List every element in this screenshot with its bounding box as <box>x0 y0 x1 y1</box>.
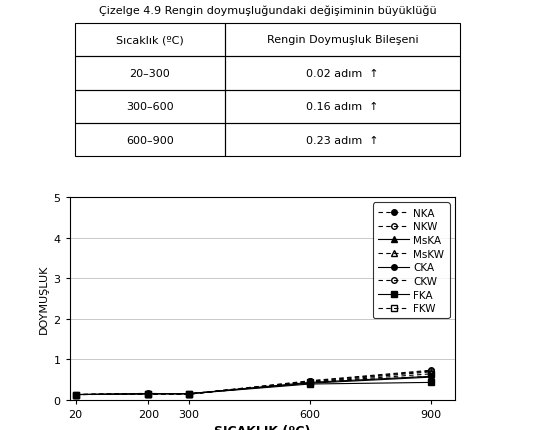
NKA <box>427 374 434 379</box>
NKW <box>185 392 192 397</box>
Text: 0.16 adım  ↑: 0.16 adım ↑ <box>306 102 379 112</box>
Line: NKA: NKA <box>73 374 433 397</box>
MsKA <box>145 391 151 396</box>
Bar <box>75 57 225 90</box>
Line: MsKW: MsKW <box>72 369 434 398</box>
MsKW <box>72 392 79 397</box>
CKW <box>145 391 151 396</box>
NKA <box>72 392 79 397</box>
CKA <box>307 380 313 385</box>
MsKA <box>307 381 313 386</box>
Text: Rengin Doymuşluk Bileşeni: Rengin Doymuşluk Bileşeni <box>266 35 418 45</box>
NKW <box>145 391 151 396</box>
Text: Sıcaklık (ºC): Sıcaklık (ºC) <box>116 35 184 45</box>
Line: FKA: FKA <box>73 380 433 397</box>
CKW <box>72 392 79 397</box>
Text: Çizelge 4.9 Rengin doymuşluğundaki değişiminin büyüklüğü: Çizelge 4.9 Rengin doymuşluğundaki değiş… <box>98 6 437 16</box>
CKA <box>72 392 79 397</box>
Bar <box>225 24 460 57</box>
Line: CKW: CKW <box>73 368 433 397</box>
Y-axis label: DOYMUŞLUK: DOYMUŞLUK <box>39 264 49 333</box>
CKA <box>145 391 151 396</box>
Text: 20–300: 20–300 <box>129 69 170 79</box>
CKW <box>427 368 434 373</box>
Line: NKW: NKW <box>73 369 433 397</box>
Legend: NKA, NKW, MsKA, MsKW, CKA, CKW, FKA, FKW: NKA, NKW, MsKA, MsKW, CKA, CKW, FKA, FKW <box>373 203 449 319</box>
Text: 600–900: 600–900 <box>126 135 174 145</box>
MsKW <box>427 369 434 375</box>
FKW <box>427 372 434 377</box>
Line: CKA: CKA <box>73 374 433 397</box>
FKW <box>145 392 151 397</box>
Bar <box>225 57 460 90</box>
NKW <box>307 379 313 384</box>
MsKW <box>307 380 313 385</box>
FKA <box>185 391 192 396</box>
FKA <box>307 381 313 387</box>
MsKA <box>72 392 79 397</box>
Text: 300–600: 300–600 <box>126 102 174 112</box>
CKA <box>185 391 192 396</box>
MsKA <box>185 391 192 396</box>
Bar <box>75 24 225 57</box>
Bar <box>225 124 460 157</box>
NKA <box>145 391 151 396</box>
Bar <box>75 90 225 124</box>
FKA <box>427 380 434 385</box>
CKA <box>427 374 434 379</box>
Text: 0.02 adım  ↑: 0.02 adım ↑ <box>306 69 379 79</box>
Text: 0.23 adım  ↑: 0.23 adım ↑ <box>306 135 379 145</box>
FKA <box>145 391 151 396</box>
NKW <box>72 392 79 397</box>
Line: MsKA: MsKA <box>72 374 434 398</box>
MsKA <box>427 375 434 380</box>
Bar <box>75 124 225 157</box>
X-axis label: SICAKLIK (ºC): SICAKLIK (ºC) <box>214 424 310 430</box>
FKW <box>72 392 79 397</box>
NKA <box>185 391 192 396</box>
NKA <box>307 380 313 385</box>
Bar <box>225 90 460 124</box>
NKW <box>427 369 434 374</box>
Line: FKW: FKW <box>73 371 433 397</box>
CKW <box>185 392 192 397</box>
FKA <box>72 392 79 397</box>
MsKW <box>185 392 192 397</box>
MsKW <box>145 392 151 397</box>
FKW <box>185 392 192 397</box>
FKW <box>307 380 313 385</box>
CKW <box>307 378 313 384</box>
